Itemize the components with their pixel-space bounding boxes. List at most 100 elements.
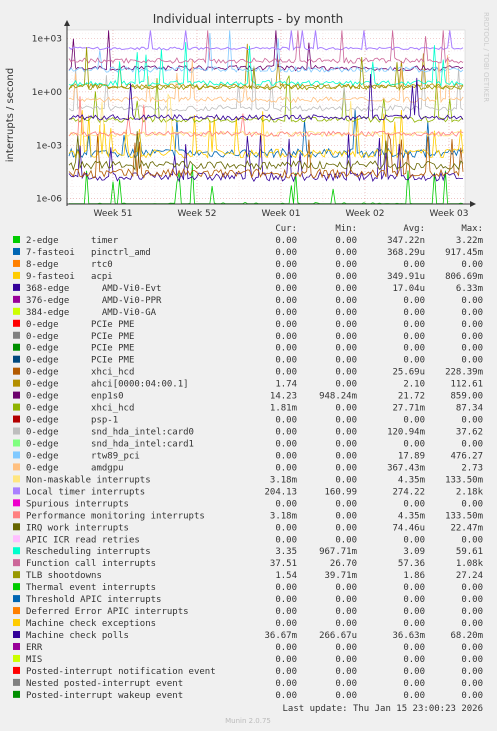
legend-series-name: Rescheduling interrupts — [26, 547, 151, 557]
legend-value-max: 0.00 — [461, 691, 483, 701]
legend-value-cur: 37.51 — [270, 559, 297, 569]
legend-series-name: 9-fasteoi acpi — [26, 272, 113, 282]
legend-value-min: 0.00 — [335, 332, 357, 342]
series-line — [68, 30, 464, 51]
legend-swatch — [13, 247, 20, 255]
legend-value-cur: 0.00 — [275, 691, 297, 701]
legend-value-max: 0.00 — [461, 535, 483, 545]
legend-value-cur: 0.00 — [275, 272, 297, 282]
legend-row: Posted-interrupt wakeup event 0.00 0.00 0.0… — [13, 690, 483, 701]
legend-value-max: 0.00 — [461, 320, 483, 330]
legend-value-min: 0.00 — [335, 416, 357, 426]
series-lines — [68, 30, 464, 205]
legend-value-min: 0.00 — [335, 404, 357, 414]
munin-version: Munin 2.0.75 — [225, 717, 271, 725]
legend-swatch — [13, 343, 20, 351]
legend-series-name: Nested posted-interrupt event — [26, 679, 183, 689]
legend-value-avg: 21.72 — [398, 392, 425, 402]
legend-value-cur: 0.00 — [275, 284, 297, 294]
legend-value-max: 6.33m — [456, 284, 483, 294]
legend-value-cur: 3.18m — [270, 475, 297, 485]
legend-column-header: Avg: — [403, 224, 425, 234]
legend-value-cur: 0.00 — [275, 583, 297, 593]
y-tick-label: 1e+00 — [32, 88, 63, 98]
series-line — [68, 108, 464, 159]
legend-value-avg: 0.00 — [403, 667, 425, 677]
legend-value-min: 0.00 — [335, 284, 357, 294]
legend-series-name: 0-edge xhci_hcd — [26, 404, 134, 414]
legend-value-max: 22.47m — [450, 523, 483, 533]
legend-value-max: 0.00 — [461, 583, 483, 593]
legend-swatch — [13, 379, 20, 387]
legend-swatch — [13, 642, 20, 650]
legend-series-name: Machine check polls — [26, 631, 129, 641]
legend-value-max: 0.00 — [461, 416, 483, 426]
legend-swatch — [13, 583, 20, 591]
legend-value-avg: 27.71m — [392, 404, 425, 414]
legend-swatch — [13, 439, 20, 447]
legend-series-name: Local timer interrupts — [26, 487, 145, 497]
legend-swatch — [13, 427, 20, 435]
legend-series-name: IRQ work interrupts — [26, 523, 129, 533]
legend-value-min: 0.00 — [335, 451, 357, 461]
series-line — [68, 55, 464, 104]
legend-swatch — [13, 367, 20, 375]
legend-series-name: Performance monitoring interrupts — [26, 511, 205, 521]
legend-value-cur: 0.00 — [275, 416, 297, 426]
legend-value-cur: 0.00 — [275, 535, 297, 545]
series-line — [68, 73, 464, 121]
legend-value-cur: 0.00 — [275, 655, 297, 665]
legend-value-cur: 1.81m — [270, 404, 297, 414]
legend-row: 9-fasteoi acpi 0.00 0.00 349.91u 806.69m — [13, 271, 483, 282]
legend-swatch — [13, 259, 20, 267]
legend-row: Deferred Error APIC interrupts 0.00 0.00 0.… — [13, 607, 483, 617]
legend-value-avg: 0.00 — [403, 344, 425, 354]
legend-value-min: 0.00 — [335, 248, 357, 258]
legend-value-avg: 274.22 — [392, 487, 425, 497]
legend-series-name: 0-edge ahci[0000:04:00.1] — [26, 380, 189, 390]
legend-value-avg: 3.09 — [403, 547, 425, 557]
legend-value-max: 0.00 — [461, 655, 483, 665]
legend-column-header: Max: — [461, 224, 483, 234]
legend-value-min: 26.70 — [330, 559, 357, 569]
legend-swatch — [13, 463, 20, 471]
legend-value-min: 0.00 — [335, 667, 357, 677]
legend-value-cur: 0.00 — [275, 260, 297, 270]
legend-swatch — [13, 690, 20, 698]
legend-value-cur: 0.00 — [275, 344, 297, 354]
legend-value-max: 917.45m — [445, 248, 483, 258]
legend-row: 0-edge snd_hda_intel:card1 0.00 0.00 0.00 0.… — [13, 439, 483, 449]
series-line — [68, 47, 464, 92]
legend-value-min: 0.00 — [335, 380, 357, 390]
legend-value-min: 948.24m — [319, 392, 357, 402]
legend-swatch — [13, 595, 20, 603]
legend-row: 0-edge xhci_hcd 0.00 0.00 25.69u 228.39m — [13, 367, 483, 378]
legend-value-cur: 3.35 — [275, 547, 297, 557]
legend-series-name: Deferred Error APIC interrupts — [26, 607, 189, 617]
legend-value-min: 0.00 — [335, 308, 357, 318]
y-tick-label: 1e+03 — [32, 34, 62, 44]
legend-value-max: 0.00 — [461, 356, 483, 366]
legend-series-name: TLB shootdowns — [26, 571, 102, 581]
legend-value-avg: 368.29u — [387, 248, 425, 258]
legend-value-min: 39.71m — [324, 571, 357, 581]
legend-value-avg: 2.10 — [403, 380, 425, 390]
legend-value-min: 0.00 — [335, 643, 357, 653]
legend-value-min: 0.00 — [335, 655, 357, 665]
legend-row: Machine check exceptions 0.00 0.00 0.00 0.00 — [13, 619, 483, 629]
legend-series-name: 0-edge psp-1 — [26, 416, 118, 426]
legend-row: IRQ work interrupts 0.00 0.00 74.46u 22.47m — [13, 523, 483, 533]
legend-value-avg: 4.35m — [398, 511, 425, 521]
legend-series-name: 0-edge PCIe PME — [26, 356, 134, 366]
legend-row: Local timer interrupts 204.13 160.99 274.22… — [13, 487, 484, 497]
legend-value-max: 0.00 — [461, 344, 483, 354]
series-line — [68, 75, 464, 124]
legend-value-max: 0.00 — [461, 260, 483, 270]
legend-value-min: 0.00 — [335, 595, 357, 605]
series-line — [68, 96, 464, 138]
legend-swatch — [13, 236, 20, 243]
x-axis-ticks: Week 51 Week 52 Week 01 Week 02 Week 03 — [94, 209, 469, 219]
legend-value-avg: 17.89 — [398, 451, 425, 461]
legend-value-max: 0.00 — [461, 296, 483, 306]
legend-row: 368-edge AMD-Vi0-Evt 0.00 0.00 17.04u 6.33m — [13, 283, 483, 294]
